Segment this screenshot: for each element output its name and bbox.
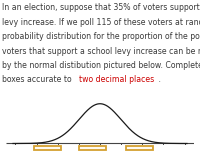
Text: .: . — [156, 76, 161, 84]
FancyBboxPatch shape — [79, 146, 106, 150]
FancyBboxPatch shape — [34, 146, 61, 150]
Text: levy increase. If we poll 115 of these voters at random, the: levy increase. If we poll 115 of these v… — [2, 18, 200, 27]
Text: boxes accurate to: boxes accurate to — [2, 76, 74, 84]
Text: probability distribution for the proportion of the polled: probability distribution for the proport… — [2, 32, 200, 41]
Text: by the normal distibution pictured below. Complete the: by the normal distibution pictured below… — [2, 61, 200, 70]
FancyBboxPatch shape — [126, 146, 153, 150]
Text: two decimal places: two decimal places — [79, 76, 154, 84]
Text: In an election, suppose that 35% of voters support a school: In an election, suppose that 35% of vote… — [2, 3, 200, 12]
Text: voters that support a school levy increase can be modeled: voters that support a school levy increa… — [2, 47, 200, 56]
